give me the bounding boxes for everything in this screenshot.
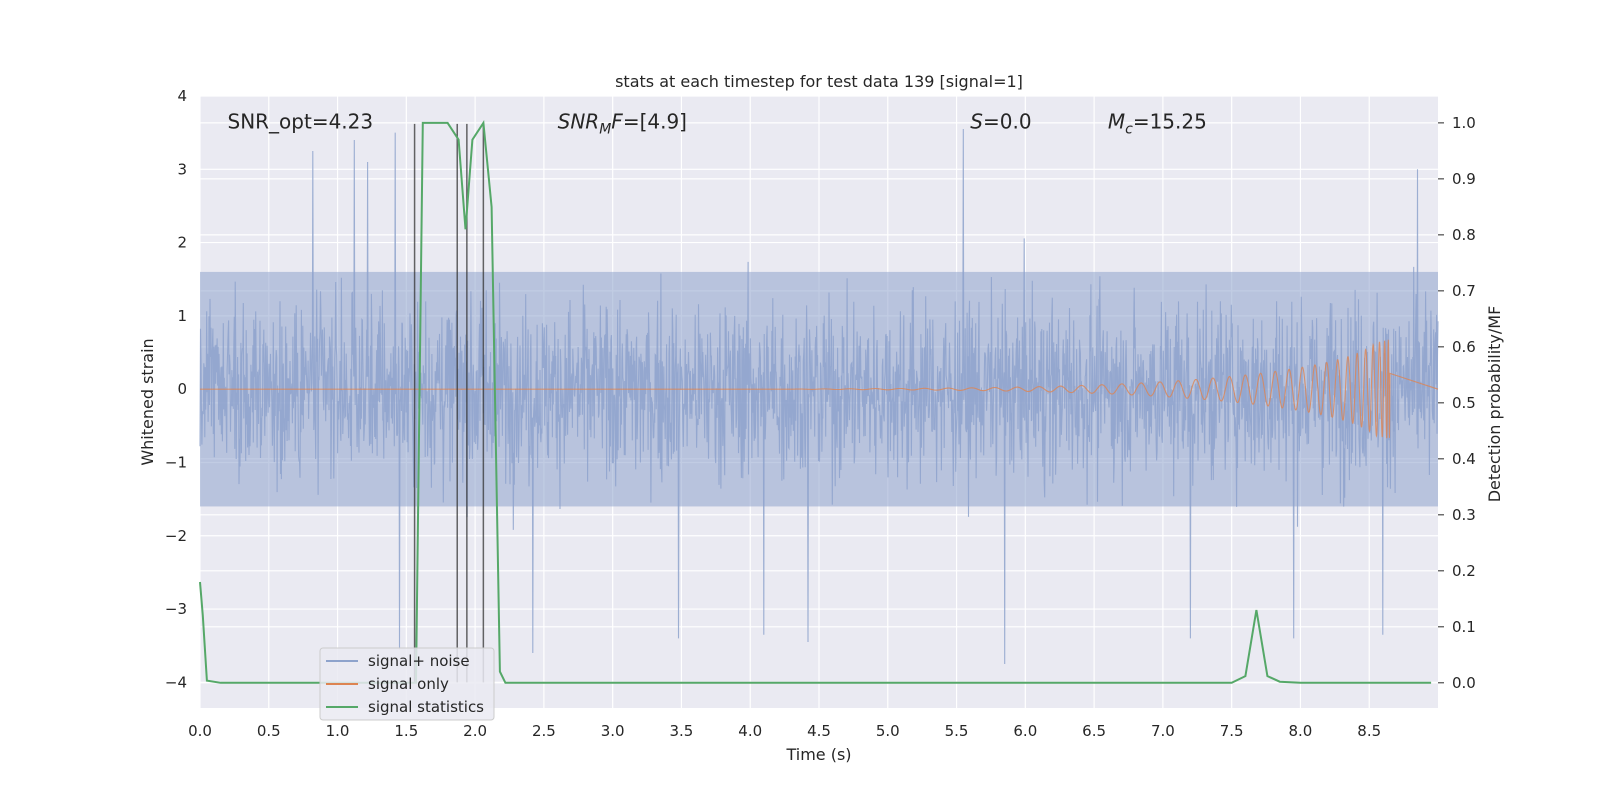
x-tick-label: 7.0 [1151,722,1175,740]
x-tick-label: 6.0 [1013,722,1037,740]
y-right-tick-label: 0.9 [1452,170,1476,188]
x-tick-label: 2.0 [463,722,487,740]
x-tick-label: 4.5 [807,722,831,740]
x-tick-label: 1.0 [326,722,350,740]
annotation-tail: =15.25 [1133,110,1207,134]
annotation-main: S [970,110,983,134]
x-tick-label: 5.0 [876,722,900,740]
y-right-tick-label: 0.8 [1452,226,1476,244]
annotation-main: SNR [558,110,600,134]
annotations: SNR_opt=4.23 SNRMF=[4.9] S=0.0 Mc=15.25 [228,110,1207,138]
y-axis-left-label: Whitened strain [138,338,157,465]
x-tick-label: 6.5 [1082,722,1106,740]
annotation-subscript: c [1125,122,1133,138]
y-left-tick-label: −2 [165,527,187,545]
annotation-main: M [1108,110,1125,134]
annotation-tail: =0.0 [983,110,1032,134]
annotation-0: SNR_opt=4.23 [228,110,374,134]
annotation-value: =[4.9] [623,110,687,134]
y-left-tick-label: 4 [177,87,187,105]
chirp-line [200,339,1439,439]
y-axis-right-label: Detection probability/MF [1485,306,1504,503]
y-right-tick-label: 0.7 [1452,282,1476,300]
legend-label-signal-only: signal only [368,675,449,693]
x-tick-label: 3.0 [601,722,625,740]
chart-title: stats at each timestep for test data 139… [615,72,1023,91]
y-left-tick-label: −4 [165,673,187,691]
x-tick-label: 0.0 [188,722,212,740]
x-tick-label: 0.5 [257,722,281,740]
y-left-tick-label: 1 [177,307,187,325]
annotation-3: Mc=15.25 [1108,110,1207,138]
y-left-tick-label: 3 [177,160,187,178]
x-tick-label: 7.5 [1220,722,1244,740]
x-tick-label: 1.5 [394,722,418,740]
legend: signal+ noise signal only signal statist… [319,647,495,721]
y-right-tick-label: 0.1 [1452,618,1476,636]
x-tick-label: 4.0 [738,722,762,740]
x-tick-label: 8.0 [1289,722,1313,740]
legend-box [319,647,495,721]
y-right-tick-label: 0.5 [1452,394,1476,412]
x-axis-label: Time (s) [785,745,851,764]
y-left-tick-label: 0 [177,380,187,398]
y-right-tick-label: 0.6 [1452,338,1476,356]
series-signal-only [200,339,1439,439]
annotation-subscript: M [599,122,611,138]
legend-label-signal-noise: signal+ noise [368,652,470,670]
x-tick-label: 2.5 [532,722,556,740]
x-tick-label: 3.5 [670,722,694,740]
x-axis-ticks: 0.0 0.5 1.0 1.5 2.0 2.5 3.0 3.5 4.0 4.5 5.0 5.5 6.0 6… [188,722,1381,740]
legend-label-signal-statistics: signal statistics [368,698,484,716]
y-axis-right-ticks: 1.0 0.9 0.8 0.7 0.6 0.5 0.4 0.3 0.2 0.1 0.0 [1438,114,1476,692]
annotation-tail: F [611,110,623,134]
y-left-tick-label: −1 [165,453,187,471]
annotation-2: S=0.0 [970,110,1031,134]
y-left-tick-label: −3 [165,600,187,618]
y-right-tick-label: 0.0 [1452,674,1476,692]
y-right-tick-label: 0.2 [1452,562,1476,580]
y-left-tick-label: 2 [177,234,187,252]
y-right-tick-label: 0.3 [1452,506,1476,524]
y-right-tick-label: 1.0 [1452,114,1476,132]
y-axis-left-ticks: 4 3 2 1 0 −1 −2 −3 −4 [165,87,187,691]
x-tick-label: 8.5 [1357,722,1381,740]
annotation-1: SNRMF=[4.9] [558,110,687,138]
x-tick-label: 5.5 [945,722,969,740]
y-right-tick-label: 0.4 [1452,450,1476,468]
